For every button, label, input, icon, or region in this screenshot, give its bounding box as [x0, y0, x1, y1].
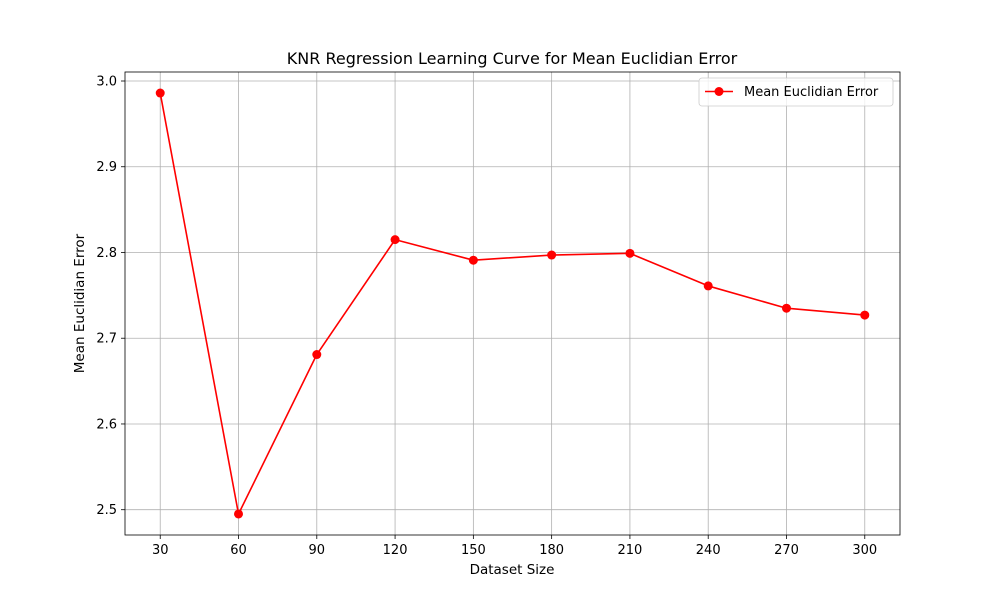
legend-marker-swatch	[714, 87, 724, 96]
y-axis-label: Mean Euclidian Error	[72, 233, 88, 373]
y-tick-label: 2.8	[96, 246, 117, 261]
data-point	[703, 281, 713, 291]
data-point	[547, 250, 557, 260]
legend-box	[698, 77, 894, 107]
data-point	[390, 235, 400, 245]
x-tick-label: 300	[852, 543, 877, 558]
y-tick-label: 2.6	[96, 417, 117, 432]
x-axis-ticks: 30 60 90 120 150 180 210 240 270 300	[152, 535, 877, 558]
series-layer	[155, 88, 870, 519]
x-tick-label: 270	[774, 543, 799, 558]
y-tick-label: 2.5	[96, 503, 117, 518]
x-tick-label: 180	[539, 543, 564, 558]
chart-title: KNR Regression Learning Curve for Mean E…	[287, 49, 738, 68]
series-line	[159, 92, 865, 515]
x-tick-label: 90	[309, 543, 326, 558]
y-tick-label: 3.0	[96, 75, 117, 90]
x-tick-label: 60	[230, 543, 247, 558]
data-point	[781, 303, 791, 313]
x-tick-label: 240	[696, 543, 721, 558]
legend-entry-mean-euclidian-error: Mean Euclidian Error	[744, 85, 879, 100]
x-tick-label: 150	[461, 543, 486, 558]
data-point	[234, 509, 244, 519]
x-axis-label: Dataset Size	[470, 562, 555, 578]
data-point	[860, 310, 870, 320]
grid	[125, 72, 900, 535]
y-tick-label: 2.7	[96, 332, 117, 347]
y-tick-label: 2.9	[96, 160, 117, 175]
legend: Mean Euclidian Error	[698, 77, 894, 107]
data-point	[312, 350, 322, 360]
data-point	[155, 88, 165, 98]
x-tick-label: 210	[618, 543, 643, 558]
data-point	[468, 255, 478, 265]
x-tick-label: 30	[152, 543, 169, 558]
x-tick-label: 120	[383, 543, 408, 558]
plot-frame	[124, 71, 901, 536]
y-axis-ticks: 2.5 2.6 2.7 2.8 2.9 3.0	[96, 75, 125, 518]
data-point	[625, 248, 635, 258]
